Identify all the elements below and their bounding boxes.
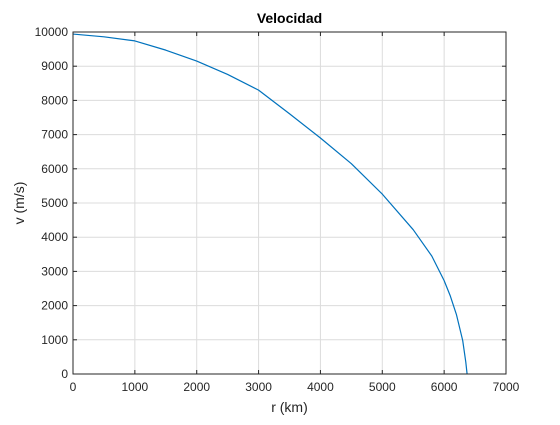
y-tick-label-5: 5000 [41, 196, 68, 210]
x-tick-label-5: 5000 [369, 380, 396, 394]
axes [72, 31, 507, 375]
y-axis-label: v (m/s) [11, 182, 27, 225]
x-tick-label-2: 2000 [183, 380, 210, 394]
series-lines [72, 33, 468, 375]
y-tick-label-10: 10000 [35, 25, 69, 39]
x-tick-label-4: 4000 [307, 380, 334, 394]
y-tick-label-3: 3000 [41, 264, 68, 278]
x-tick-label-3: 3000 [245, 380, 272, 394]
y-tick-label-2: 2000 [41, 299, 68, 313]
y-tick-label-7: 7000 [41, 128, 68, 142]
y-tick-label-4: 4000 [41, 230, 68, 244]
x-tick-label-7: 7000 [493, 380, 520, 394]
y-tick-label-8: 8000 [41, 93, 68, 107]
y-tick-label-1: 1000 [41, 333, 68, 347]
grid-lines [72, 31, 507, 375]
y-tick-label-6: 6000 [41, 162, 68, 176]
x-tick-label-0: 0 [70, 380, 77, 394]
chart-title: Velocidad [257, 10, 322, 26]
y-tick-label-9: 9000 [41, 59, 68, 73]
x-axis-label: r (km) [271, 399, 308, 415]
x-tick-label-1: 1000 [122, 380, 149, 394]
x-tick-label-6: 6000 [431, 380, 458, 394]
tick-labels: 0 1000 2000 3000 4000 5000 6000 7000 0 1000 2000 30… [35, 25, 520, 394]
y-tick-label-0: 0 [61, 367, 68, 381]
series-line-0 [72, 33, 468, 375]
